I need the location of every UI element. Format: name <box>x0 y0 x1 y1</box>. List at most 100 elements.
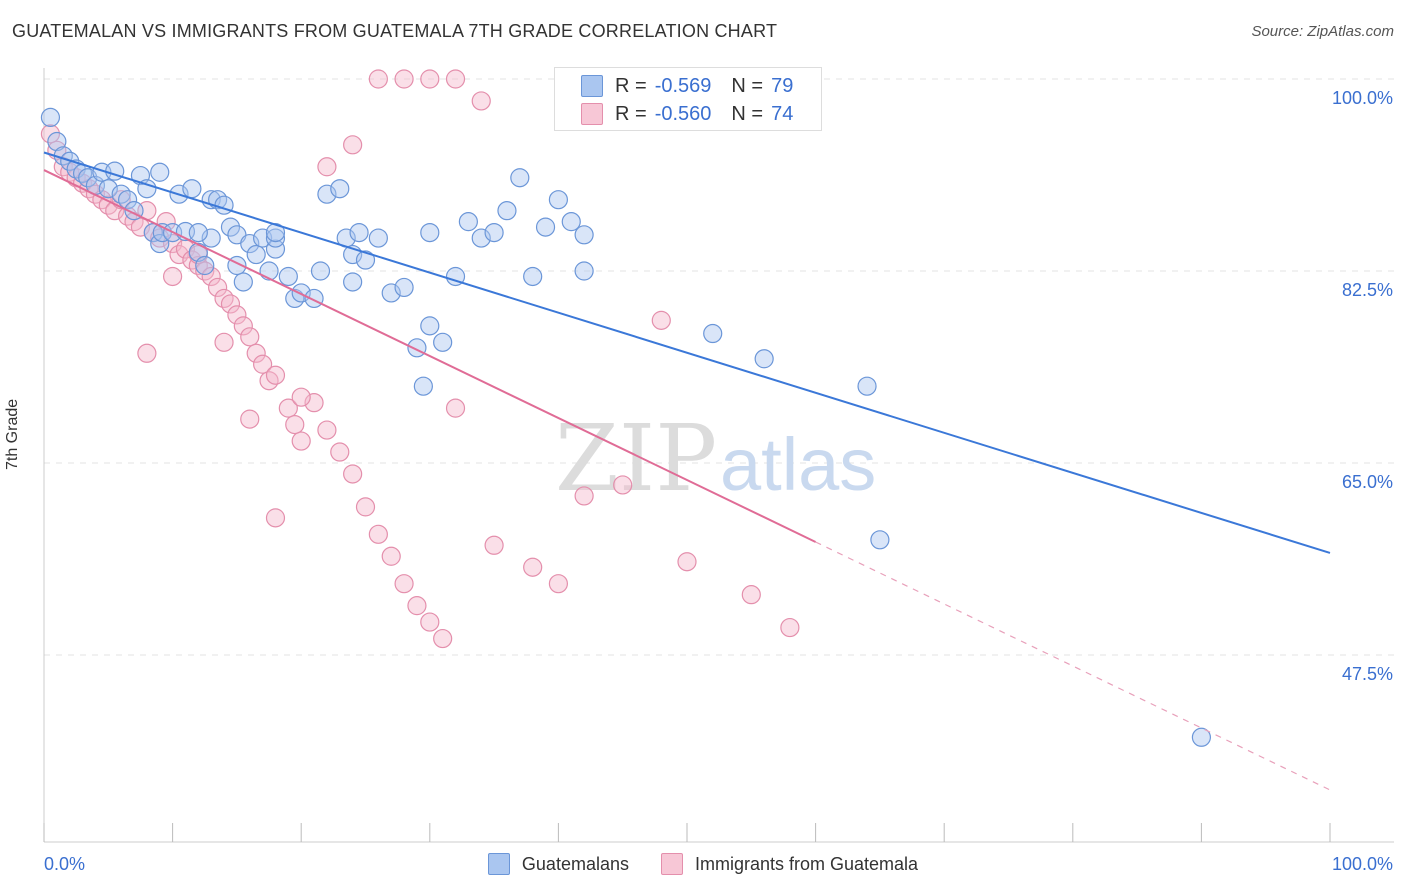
immigrants-point <box>484 535 504 555</box>
trend-line-guatemalans <box>43 151 1331 554</box>
guatemalans-point <box>265 228 286 248</box>
immigrants-point <box>265 508 286 528</box>
trend-lines <box>43 151 1331 791</box>
guatemalans-point <box>343 272 363 292</box>
immigrants-point <box>445 69 466 89</box>
trend-line-immigrants-extrapolated <box>815 541 1331 791</box>
legend-item-guatemalans[interactable]: Guatemalans <box>487 853 629 875</box>
guatemalans-point <box>561 212 581 232</box>
guatemalans-point <box>497 201 517 221</box>
immigrants-point <box>471 91 491 111</box>
watermark-atlas: atlas <box>720 423 876 506</box>
guatemalans-point <box>278 266 298 287</box>
guatemalans-point <box>870 530 890 550</box>
immigrants-point <box>420 69 440 89</box>
trend-line-immigrants <box>43 169 817 543</box>
y-tick-label: 65.0% <box>1342 472 1393 492</box>
immigrants-point <box>265 365 286 385</box>
watermark: ZIP atlas <box>555 405 876 512</box>
guatemalans-point <box>857 376 877 396</box>
immigrants-point <box>355 497 376 517</box>
immigrants-point <box>291 387 311 407</box>
immigrants-point <box>330 442 350 462</box>
x-tick-label-max: 100.0% <box>1332 854 1393 874</box>
immigrants-point <box>445 398 466 418</box>
immigrants-point <box>220 294 241 314</box>
legend-swatch-blue <box>581 75 603 97</box>
guatemalans-point <box>220 217 241 237</box>
n-value: 74 <box>771 102 794 125</box>
immigrants-point <box>240 327 260 347</box>
immigrants-point <box>613 475 633 495</box>
immigrants-point <box>137 343 157 363</box>
immigrants-point <box>394 69 414 89</box>
guatemalans-point <box>420 316 440 336</box>
immigrants-point <box>163 266 183 287</box>
guatemalans-point <box>368 228 388 248</box>
guatemalans-point <box>188 223 208 243</box>
guatemalans-point <box>150 162 170 182</box>
chart-title: GUATEMALAN VS IMMIGRANTS FROM GUATEMALA … <box>12 21 778 41</box>
n-label: N = <box>731 102 764 125</box>
guatemalans-point <box>458 212 478 232</box>
immigrants-point <box>208 277 228 298</box>
immigrants-point <box>368 69 388 89</box>
guatemalans-point <box>349 223 369 243</box>
guatemalans-point <box>548 190 569 210</box>
immigrants-point <box>343 135 363 155</box>
guatemalans-point <box>259 261 279 281</box>
guatemalans-point <box>355 250 376 270</box>
immigrants-point <box>233 316 253 336</box>
guatemalans-point <box>40 107 61 128</box>
series-legend: Guatemalans Immigrants from Guatemala <box>0 850 1406 878</box>
immigrants-point <box>201 266 221 287</box>
guatemalans-point <box>78 168 98 188</box>
legend-swatch-pink <box>581 103 603 125</box>
guatemalans-point <box>265 239 286 259</box>
immigrants-point <box>343 464 363 484</box>
immigrants-point <box>651 310 671 330</box>
y-tick-label: 82.5% <box>1342 280 1393 300</box>
immigrants-point <box>278 398 298 418</box>
guatemalans-point <box>574 225 594 245</box>
guatemalans-point <box>535 217 556 237</box>
r-label: R = <box>615 74 647 97</box>
immigrants-point <box>741 585 761 605</box>
series-immigrants-points <box>40 69 800 649</box>
guatemalans-point <box>510 168 530 188</box>
guatemalans-point <box>574 261 594 281</box>
immigrants-point <box>368 524 388 544</box>
guatemalans-point <box>304 288 324 309</box>
immigrants-point <box>548 574 569 594</box>
immigrants-point <box>394 574 414 594</box>
x-tick-label-min: 0.0% <box>44 854 85 874</box>
guatemalans-point <box>137 179 157 199</box>
immigrants-point <box>240 409 260 429</box>
immigrants-point <box>381 546 401 566</box>
r-value: -0.560 <box>654 102 712 125</box>
guatemalans-point <box>484 223 504 243</box>
guatemalans-point <box>445 266 466 287</box>
source-label: Source: ZipAtlas.com <box>1251 23 1394 40</box>
guatemalans-point <box>182 179 202 199</box>
r-value: -0.569 <box>654 74 712 97</box>
guatemalans-point <box>703 323 723 344</box>
guatemalans-point <box>523 266 543 287</box>
n-label: N = <box>731 74 764 97</box>
y-tick-label: 47.5% <box>1342 664 1393 684</box>
guatemalans-point <box>117 190 138 210</box>
immigrants-point <box>214 332 234 352</box>
immigrants-point <box>433 628 453 649</box>
immigrants-point <box>407 596 427 616</box>
grid-lines <box>44 78 1394 656</box>
immigrants-point <box>246 343 266 363</box>
immigrants-point <box>574 486 594 506</box>
guatemalans-point <box>152 223 172 243</box>
guatemalans-point <box>1191 727 1212 747</box>
legend-item-immigrants[interactable]: Immigrants from Guatemala <box>660 853 918 875</box>
legend-row-guatemalans: R = -0.569 N = 79 <box>581 72 813 100</box>
correlation-legend: R = -0.569 N = 79 R = -0.560 N = 74 <box>554 67 822 131</box>
legend-label-guatemalans: Guatemalans <box>521 853 629 874</box>
immigrants-point <box>677 552 697 572</box>
